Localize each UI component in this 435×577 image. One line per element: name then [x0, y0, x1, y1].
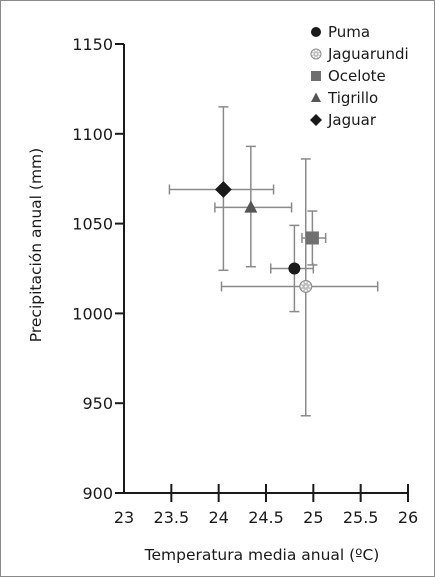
data-point — [215, 181, 232, 198]
circle-marker — [288, 262, 301, 275]
marker-dot — [317, 55, 320, 58]
marker-dot — [311, 53, 314, 55]
marker-dot — [307, 282, 310, 285]
y-axis-label: Precipitación anual (mm) — [27, 148, 45, 342]
x-tick-label: 26 — [398, 508, 418, 527]
circle-marker — [311, 27, 321, 37]
marker-dot — [304, 285, 307, 288]
marker-dot — [308, 285, 311, 288]
y-tick-label: 1100 — [72, 125, 113, 144]
axes: 900 950 1000 1050 1100 1150 23 23.5 24 24.5 25 25.5… — [72, 35, 418, 527]
y-tick-label: 1050 — [72, 215, 113, 234]
diamond-marker — [310, 114, 322, 126]
marker-dot — [317, 50, 320, 53]
marker-dot — [312, 50, 315, 53]
x-axis-label: Temperatura media anual (ºC) — [144, 546, 380, 564]
diamond-marker — [215, 181, 232, 198]
legend-marker — [310, 48, 322, 60]
x-tick-label: 25 — [303, 508, 323, 527]
data-point — [288, 262, 301, 275]
marker-dot — [312, 55, 315, 58]
triangle-marker — [311, 92, 321, 102]
legend-marker — [311, 27, 321, 37]
legend-marker — [310, 114, 322, 126]
legend: Puma Jaguarundi Ocelote Tigrillo Jaguar — [310, 23, 409, 129]
data-point — [244, 200, 258, 213]
y-tick-label: 1150 — [72, 35, 113, 54]
legend-label: Tigrillo — [327, 89, 378, 107]
legend-label: Jaguar — [327, 111, 377, 129]
data-points — [215, 181, 319, 293]
marker-dot — [315, 53, 317, 55]
y-tick-label: 900 — [82, 484, 113, 503]
marker-dot — [304, 289, 307, 292]
x-tick-label: 23 — [114, 508, 134, 527]
marker-dot — [300, 285, 303, 288]
square-marker — [311, 71, 321, 81]
square-marker — [305, 231, 319, 245]
y-tick-label: 1000 — [72, 304, 113, 323]
marker-dot — [307, 288, 310, 291]
error-bars — [168, 106, 379, 417]
x-tick-label: 23.5 — [154, 508, 190, 527]
legend-marker — [311, 71, 321, 81]
marker-dot — [301, 288, 304, 291]
legend-label: Jaguarundi — [327, 45, 409, 63]
data-point — [305, 231, 319, 245]
triangle-marker — [244, 200, 258, 213]
legend-label: Ocelote — [328, 67, 386, 85]
legend-marker — [311, 92, 321, 102]
x-tick-label: 24.5 — [248, 508, 284, 527]
x-tick-label: 25.5 — [343, 508, 379, 527]
x-tick-label: 24 — [208, 508, 228, 527]
data-point — [299, 279, 313, 293]
legend-label: Puma — [328, 23, 370, 41]
marker-dot — [301, 282, 304, 285]
marker-dot — [315, 49, 317, 52]
marker-dot — [315, 56, 317, 59]
y-tick-label: 950 — [82, 394, 113, 413]
marker-dot — [318, 53, 321, 55]
marker-dot — [304, 281, 307, 284]
